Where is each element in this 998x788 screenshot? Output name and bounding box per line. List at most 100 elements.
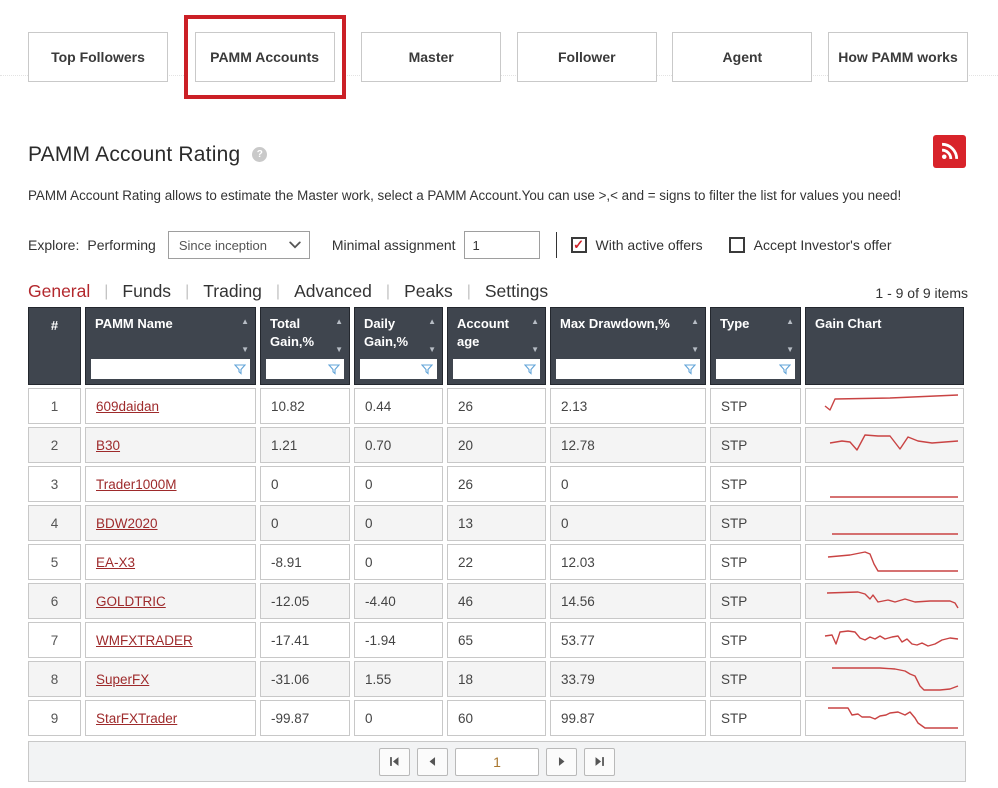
filter-input-account-age[interactable] [453, 360, 524, 378]
period-select[interactable]: Since inception [167, 231, 310, 259]
with-active-offers-checkbox[interactable]: ✓ With active offers [570, 237, 703, 253]
pamm-name-link[interactable]: EA-X3 [96, 554, 136, 570]
sort-ascending-icon[interactable]: ▲ [335, 317, 343, 326]
pamm-name-link[interactable]: 609daidan [96, 398, 160, 414]
column-filter [453, 359, 540, 379]
rss-icon[interactable] [933, 135, 966, 168]
tab-separator: | [385, 282, 391, 300]
row-number: 8 [28, 661, 81, 697]
pamm-name-cell: GOLDTRIC [85, 583, 256, 619]
pamm-name-link[interactable]: WMFXTRADER [96, 632, 193, 648]
tab-general[interactable]: General [28, 281, 91, 301]
pamm-table: # PAMM Name ▲ ▼ Total Gain,% ▲ ▼ Daily Gain,% ▲ ▼… [24, 304, 968, 739]
column-label: Daily Gain,% [364, 316, 409, 349]
sort-ascending-icon[interactable]: ▲ [241, 317, 249, 326]
accept-investors-offer-checkbox[interactable]: ✓ Accept Investor's offer [728, 237, 891, 253]
pamm-name-link[interactable]: GOLDTRIC [96, 593, 166, 609]
account-age-cell: 18 [447, 661, 546, 697]
pamm-name-cell: WMFXTRADER [85, 622, 256, 658]
sort-ascending-icon[interactable]: ▲ [691, 317, 699, 326]
filter-input-max-drawdown[interactable] [556, 360, 684, 378]
tab-trading[interactable]: Trading [203, 281, 262, 301]
minimal-assignment-input[interactable] [463, 231, 540, 259]
row-number: 9 [28, 700, 81, 736]
next-page-button[interactable] [546, 747, 577, 776]
pamm-name-link[interactable]: BDW2020 [96, 515, 158, 531]
help-icon[interactable]: ? [252, 147, 268, 162]
column-header-account-age[interactable]: Account age ▲ ▼ [447, 307, 546, 385]
page-number-input[interactable] [455, 747, 539, 776]
nav-button-agent[interactable]: Agent [672, 32, 813, 82]
tabs-row: General | Funds | Trading | Advanced | Peaks | Set… [28, 281, 968, 302]
sort-ascending-icon[interactable]: ▲ [531, 317, 539, 326]
filter-funnel-icon[interactable] [421, 363, 435, 375]
pamm-name-link[interactable]: SuperFX [96, 671, 150, 687]
nav-button-master[interactable]: Master [361, 32, 502, 82]
type-cell: STP [710, 622, 801, 658]
tab-advanced[interactable]: Advanced [294, 281, 372, 301]
gain-sparkline [830, 496, 958, 498]
daily-gain-cell: 0 [354, 505, 443, 541]
tab-settings[interactable]: Settings [484, 281, 549, 301]
filter-funnel-icon[interactable] [328, 363, 342, 375]
nav-button-how-pamm-works[interactable]: How PAMM works [827, 32, 968, 82]
table-row: 3 Trader1000M 0 0 26 0 STP [28, 466, 964, 502]
chevron-down-icon [289, 241, 301, 249]
account-age-cell: 20 [447, 427, 546, 463]
tab-separator: | [185, 282, 190, 300]
last-page-button[interactable] [584, 747, 615, 776]
sort-descending-icon[interactable]: ▼ [786, 345, 794, 354]
total-gain-cell: -99.87 [260, 700, 350, 736]
column-header-total-gain[interactable]: Total Gain,% ▲ ▼ [260, 307, 350, 385]
sort-descending-icon[interactable]: ▼ [691, 345, 699, 354]
filter-funnel-icon[interactable] [779, 363, 793, 375]
checkbox-unchecked-icon[interactable]: ✓ [728, 237, 745, 253]
total-gain-cell: -17.41 [260, 622, 350, 658]
period-select-value: Since inception [178, 237, 267, 253]
filter-funnel-icon[interactable] [684, 363, 698, 375]
daily-gain-cell: -4.40 [354, 583, 443, 619]
column-header-pamm-name[interactable]: PAMM Name ▲ ▼ [85, 307, 256, 385]
tab-funds[interactable]: Funds [122, 281, 172, 301]
pamm-name-link[interactable]: Trader1000M [96, 476, 177, 492]
pamm-name-link[interactable]: B30 [96, 437, 121, 453]
next-page-icon [558, 757, 565, 766]
filter-input-type[interactable] [716, 360, 779, 378]
column-header-type[interactable]: Type ▲ ▼ [710, 307, 801, 385]
max-drawdown-cell: 2.13 [550, 388, 706, 424]
sort-descending-icon[interactable]: ▼ [241, 345, 249, 354]
sort-descending-icon[interactable]: ▼ [531, 345, 539, 354]
pamm-name-cell: BDW2020 [85, 505, 256, 541]
sort-ascending-icon[interactable]: ▲ [786, 317, 794, 326]
column-header-daily-gain[interactable]: Daily Gain,% ▲ ▼ [354, 307, 443, 385]
previous-page-icon [429, 757, 436, 766]
total-gain-cell: -8.91 [260, 544, 350, 580]
filter-input-total-gain[interactable] [266, 360, 328, 378]
type-cell: STP [710, 544, 801, 580]
sort-descending-icon[interactable]: ▼ [335, 345, 343, 354]
daily-gain-cell: 0.44 [354, 388, 443, 424]
filter-funnel-icon[interactable] [524, 363, 538, 375]
sort-descending-icon[interactable]: ▼ [428, 345, 436, 354]
sort-ascending-icon[interactable]: ▲ [428, 317, 436, 326]
column-header-max-drawdown[interactable]: Max Drawdown,% ▲ ▼ [550, 307, 706, 385]
filter-input-daily-gain[interactable] [360, 360, 421, 378]
table-row: 5 EA-X3 -8.91 0 22 12.03 STP [28, 544, 964, 580]
nav-button-follower[interactable]: Follower [516, 32, 657, 82]
row-number: 3 [28, 466, 81, 502]
column-header-gain-chart: Gain Chart [805, 307, 964, 385]
table-row: 6 GOLDTRIC -12.05 -4.40 46 14.56 STP [28, 583, 964, 619]
row-number: 1 [28, 388, 81, 424]
tab-peaks[interactable]: Peaks [404, 281, 453, 301]
column-label: Type [720, 316, 750, 331]
pamm-name-link[interactable]: StarFXTrader [96, 710, 178, 726]
account-age-cell: 13 [447, 505, 546, 541]
first-page-button[interactable] [379, 747, 410, 776]
nav-button-top-followers[interactable]: Top Followers [28, 32, 168, 82]
previous-page-button[interactable] [417, 747, 448, 776]
checkbox-checked-icon[interactable]: ✓ [570, 237, 587, 253]
with-active-offers-label: With active offers [595, 237, 703, 253]
filter-funnel-icon[interactable] [234, 363, 248, 375]
filter-input-pamm-name[interactable] [91, 360, 234, 378]
nav-button-pamm-accounts[interactable]: PAMM Accounts [194, 32, 335, 82]
